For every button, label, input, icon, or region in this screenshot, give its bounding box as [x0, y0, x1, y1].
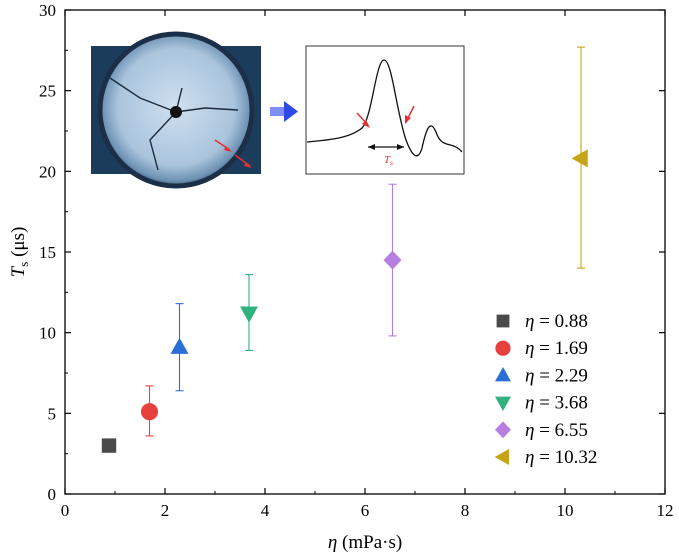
x-tick-label: 8 [461, 501, 470, 520]
legend: η = 0.88 η = 1.69 η = 2.29 η = 3.68 η = 6.55… [494, 311, 597, 468]
data-point-5 [383, 250, 402, 270]
legend-marker-1 [496, 314, 510, 328]
pointer-arrow-head [284, 101, 298, 122]
inset-pointer-arrow [270, 101, 298, 122]
inset-waveform-span-right-head [397, 144, 404, 150]
inset-waveform-frame [305, 45, 465, 175]
inset-waveform-signal [306, 59, 463, 157]
legend-marker-4 [495, 396, 511, 411]
legend-marker-3 [495, 367, 511, 382]
y-tick-label: 5 [48, 404, 57, 423]
inset-waveform-label: Ts [384, 154, 393, 167]
x-tick-label: 0 [61, 501, 70, 520]
inset-waveform: Ts [305, 45, 465, 175]
y-tick-label: 30 [39, 1, 56, 20]
data-point-3 [170, 337, 189, 354]
data-point-6 [571, 149, 588, 168]
data-point-2 [140, 403, 159, 421]
legend-label-5: η = 6.55 [525, 420, 588, 441]
legend-marker-6 [494, 449, 509, 465]
x-tick-label: 10 [557, 501, 574, 520]
legend-label-3: η = 2.29 [525, 365, 588, 386]
x-tick-label: 2 [161, 501, 170, 520]
legend-label-2: η = 1.69 [525, 338, 588, 359]
x-tick-label: 4 [261, 501, 270, 520]
x-tick-label: 6 [361, 501, 370, 520]
data-point-4 [240, 306, 258, 323]
data-markers [101, 149, 588, 453]
inset-photo-center [170, 106, 182, 118]
legend-label-1: η = 0.88 [525, 311, 588, 332]
inset-photo-cracks [109, 77, 239, 171]
inset-waveform-arrowhead-right [405, 115, 411, 124]
inset-photo-arrowhead-1 [224, 146, 232, 152]
y-tick-label: 0 [48, 485, 57, 504]
legend-marker-5 [495, 421, 511, 439]
x-axis-title: η (mPa·s) [328, 532, 402, 553]
y-tick-label: 20 [39, 162, 56, 181]
inset-waveform-span-left-head [368, 144, 375, 150]
inset-waveform-arrowhead-left [362, 120, 370, 128]
y-axis-title: Ts (μs) [8, 227, 31, 278]
inset-photo [91, 31, 261, 189]
y-tick-label: 25 [39, 82, 56, 101]
legend-label-4: η = 3.68 [525, 393, 588, 414]
legend-marker-2 [495, 340, 511, 356]
data-point-1 [101, 438, 117, 453]
inset-photo-rim [97, 31, 255, 189]
pointer-arrow-shaft [270, 107, 284, 116]
inset-photo-arrowhead-2 [244, 162, 252, 168]
y-tick-label: 15 [39, 243, 56, 262]
axis-ticks: 0 2 4 6 8 10 12 0 5 10 15 20 25 30 [39, 1, 674, 520]
x-tick-label: 12 [657, 501, 674, 520]
y-tick-label: 10 [39, 324, 56, 343]
legend-label-6: η = 10.32 [525, 447, 597, 468]
